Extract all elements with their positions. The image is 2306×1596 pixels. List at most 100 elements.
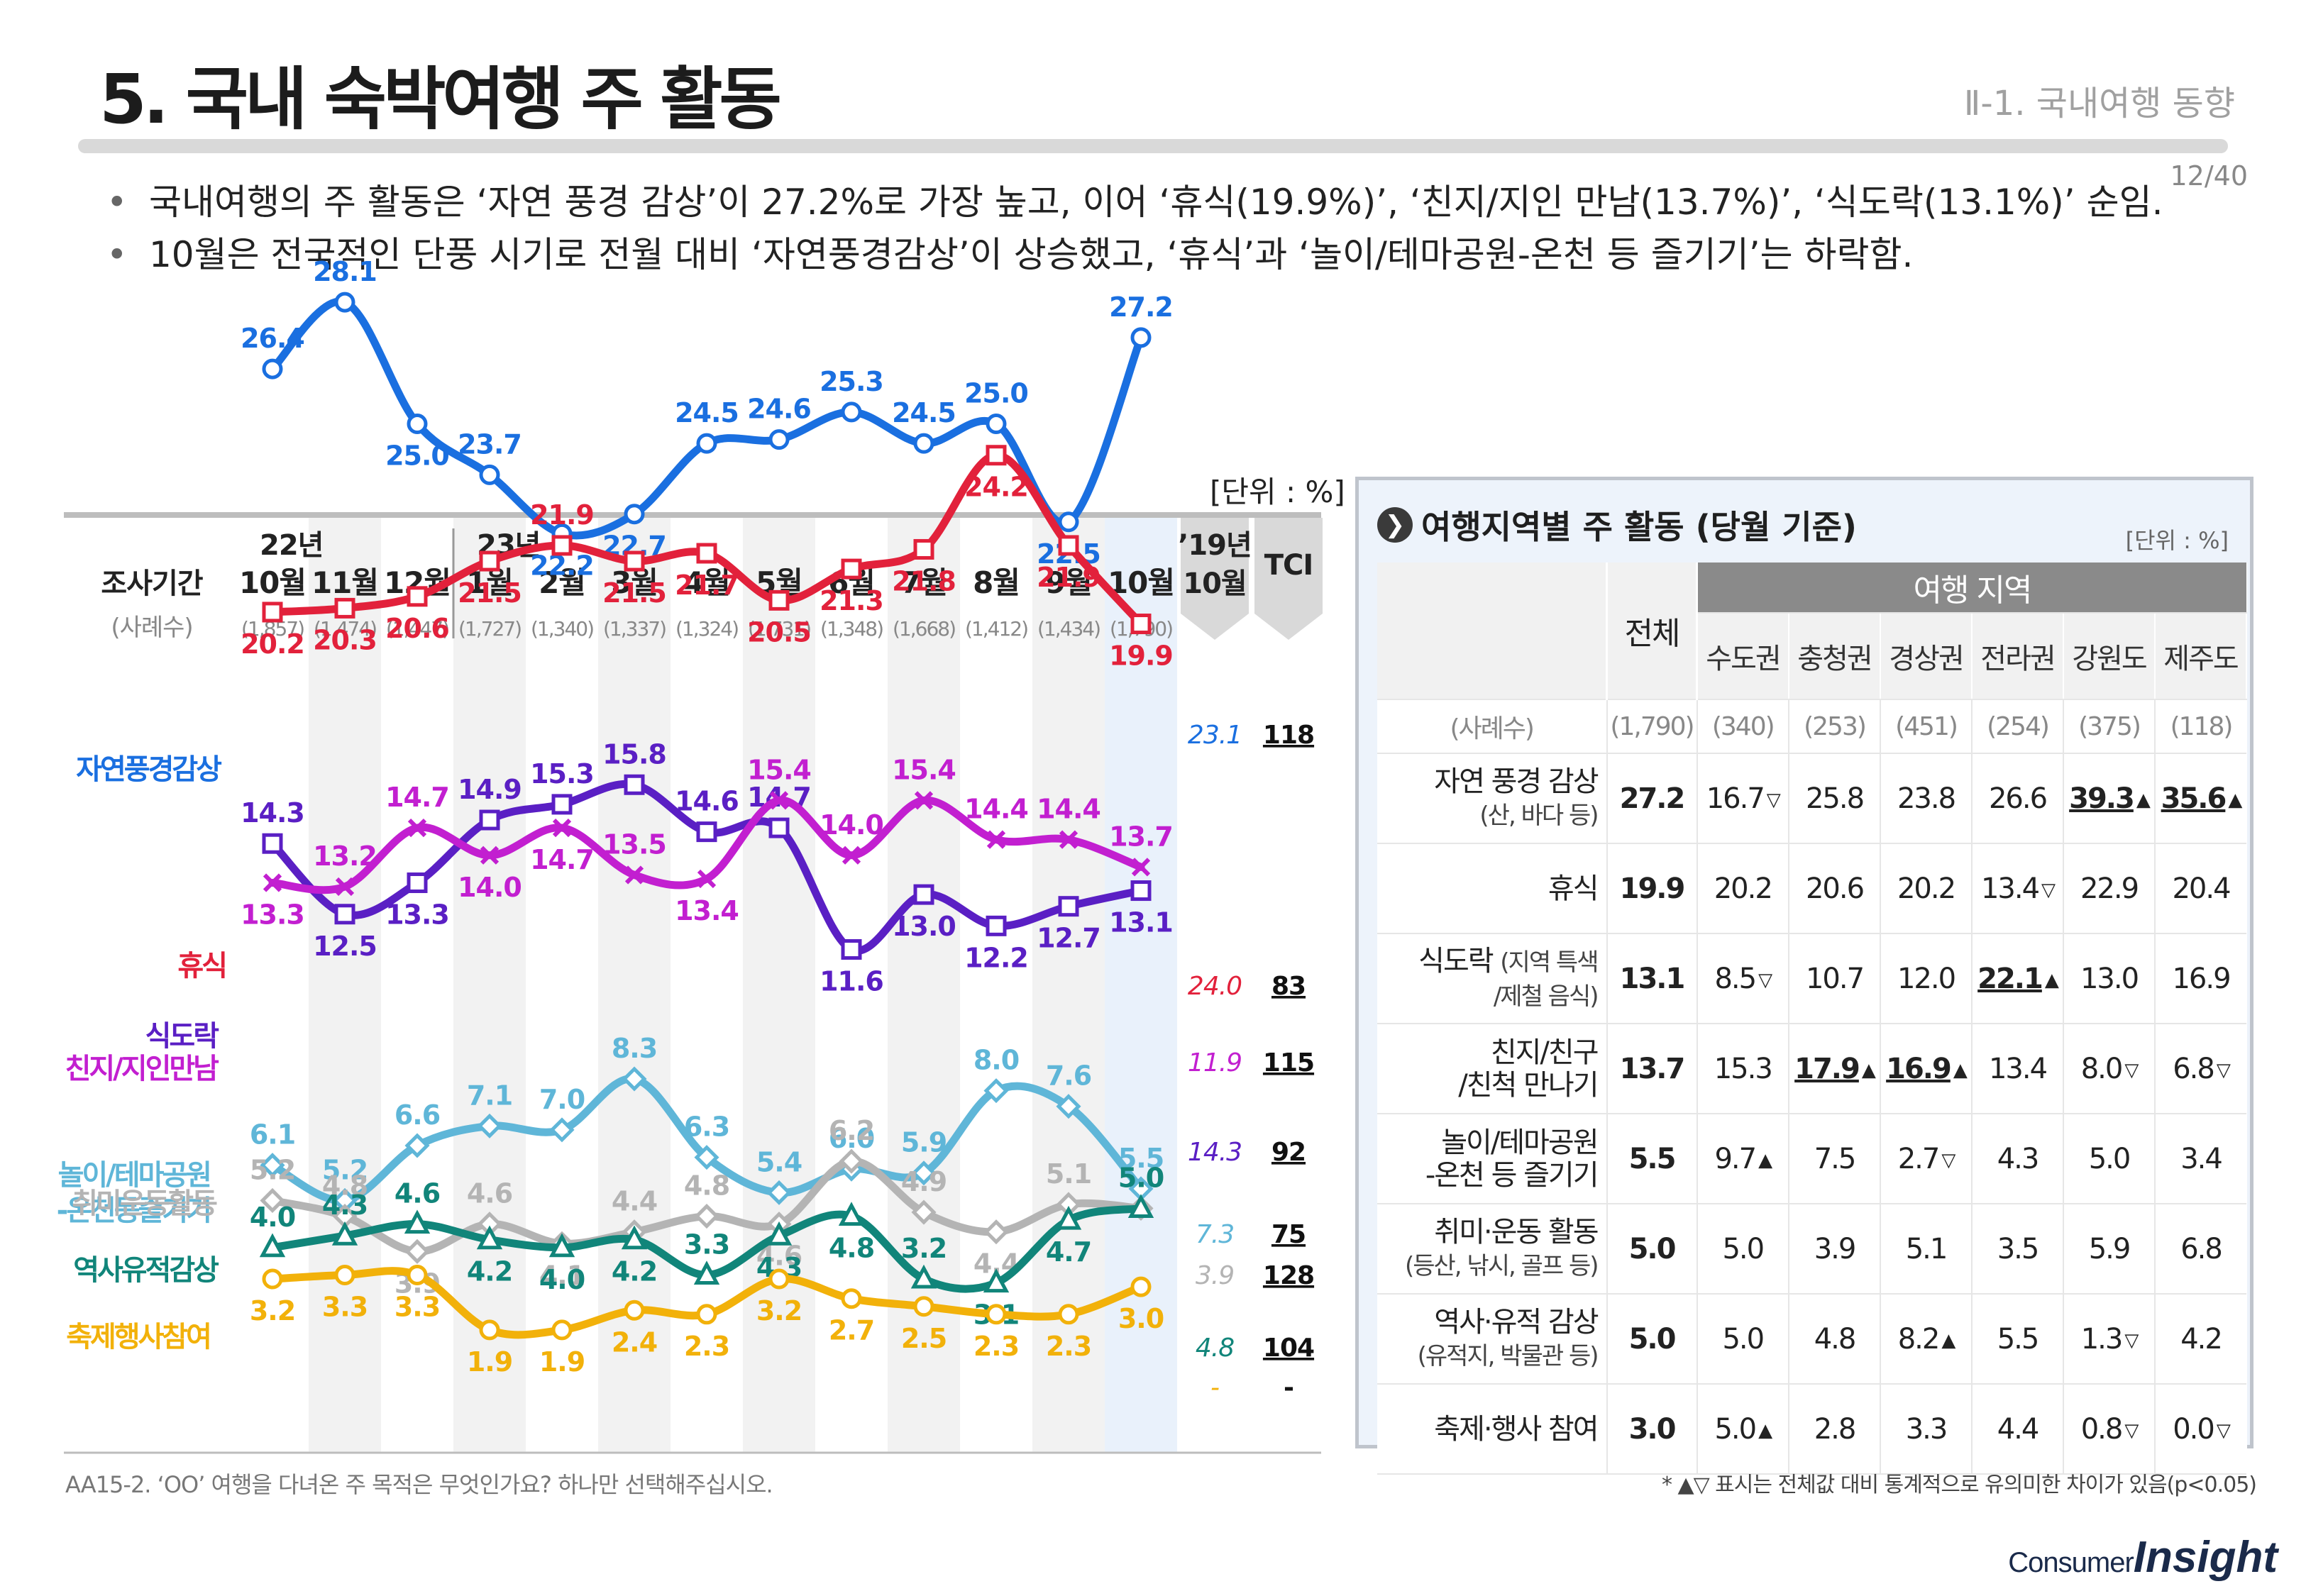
data-label: 12.2: [964, 942, 1028, 973]
region-value: 4.4: [1971, 1384, 2063, 1475]
data-label: 5.4: [756, 1146, 802, 1177]
data-point: [260, 1153, 285, 1178]
data-label: 14.0: [820, 809, 883, 841]
compare-header: ’19년: [1178, 529, 1252, 562]
data-label: 2.5: [901, 1323, 947, 1354]
data-point: [768, 1268, 790, 1290]
data-label: 21.7: [675, 570, 739, 601]
sample-size-label: (사례수): [111, 614, 192, 642]
data-label: 20.3: [313, 624, 377, 655]
region-value: 13.0: [2063, 933, 2155, 1024]
region-value: 5.0: [2063, 1114, 2155, 1204]
region-value: 22.9: [2063, 843, 2155, 934]
data-label: 2.3: [1046, 1331, 1091, 1362]
region-value: 5.1: [1880, 1204, 1972, 1295]
data-label: 2.3: [684, 1331, 729, 1362]
data-point: [1127, 1194, 1154, 1218]
data-point: [407, 872, 428, 894]
region-value: 5.9: [2063, 1204, 2155, 1295]
data-point: [1130, 1276, 1152, 1297]
tci-value: -: [1284, 1373, 1293, 1402]
title-divider: [78, 139, 2228, 153]
total-value: 5.5: [1606, 1114, 1697, 1204]
data-label: 2.7: [829, 1315, 874, 1346]
data-label: 14.4: [964, 794, 1028, 825]
data-point: [262, 1268, 283, 1290]
sample-size-value: (1,731): [748, 617, 810, 641]
row-label: 취미·운동 활동 (등산, 낚시, 골프 등): [1377, 1204, 1607, 1295]
total-value: 27.2: [1606, 753, 1697, 844]
data-label: 3.3: [322, 1292, 368, 1323]
data-point: [259, 1233, 286, 1258]
data-point: [1059, 830, 1078, 849]
data-point: [335, 877, 355, 897]
data-point: [983, 1078, 1009, 1104]
compare-value: 3.9: [1196, 1261, 1234, 1290]
data-label: 3.2: [250, 1295, 295, 1326]
total-value: 19.9: [1606, 843, 1697, 934]
data-point: [766, 1180, 792, 1205]
data-point: [696, 821, 717, 843]
data-point: [694, 1145, 719, 1170]
data-point: [476, 1225, 503, 1250]
data-label: 13.3: [241, 899, 304, 931]
data-point: [841, 1288, 862, 1309]
series-name-label: 자연풍경감상: [76, 753, 222, 786]
data-point: [913, 433, 934, 454]
data-label: 6.2: [829, 1115, 874, 1146]
data-point: [696, 543, 717, 564]
region-value: 4.8: [1788, 1294, 1880, 1385]
column-stripe: [743, 518, 815, 1453]
data-label: 8.3: [612, 1033, 657, 1064]
region-value: 4.3: [1971, 1114, 2063, 1204]
data-point: [839, 1148, 864, 1174]
region-table-unit: [단위 : %]: [2125, 527, 2229, 554]
region-group-header: 여행 지역: [1697, 563, 2246, 614]
x-tick-label: 9월: [1045, 565, 1092, 600]
region-value: 3.3: [1880, 1384, 1972, 1475]
data-point: [697, 869, 717, 889]
series-name-label: 휴식: [177, 950, 226, 982]
data-label: 1.9: [467, 1346, 512, 1378]
data-point: [841, 939, 862, 960]
region-table-title: ❯ 여행지역별 주 활동 (당월 기준): [1377, 501, 1857, 548]
data-label: 25.0: [964, 378, 1028, 409]
data-label: 3.2: [756, 1295, 802, 1326]
tci-value: 115: [1263, 1048, 1314, 1077]
data-point: [1130, 327, 1152, 348]
data-point: [404, 1238, 430, 1264]
data-point: [407, 1265, 428, 1286]
summary-bullets: 국내여행의 주 활동은 ‘자연 풍경 감상’이 27.2%로 가장 높고, 이어…: [106, 176, 2164, 281]
data-label: 4.3: [322, 1190, 368, 1221]
data-label: 14.7: [385, 782, 449, 813]
data-label: 13.2: [313, 841, 377, 872]
region-value: 3.4: [2154, 1114, 2246, 1204]
data-point: [986, 414, 1007, 434]
region-value: 35.6 ▲: [2154, 753, 2246, 844]
region-value: 20.2: [1880, 843, 1972, 934]
data-label: 14.0: [458, 872, 522, 903]
row-label: 자연 풍경 감상 (산, 바다 등): [1377, 753, 1607, 844]
region-header: 충청권: [1789, 613, 1881, 700]
data-point: [913, 1296, 934, 1317]
compare-value: 11.9: [1188, 1048, 1242, 1077]
region-header: 수도권: [1697, 613, 1789, 700]
data-point: [1058, 1304, 1079, 1325]
region-value: 13.4 ▽: [1971, 843, 2063, 934]
region-value: 16.9 ▲: [1880, 1024, 1972, 1114]
data-point: [1058, 896, 1079, 917]
data-label: 5.2: [250, 1154, 295, 1185]
data-label: 3.3: [395, 1292, 440, 1323]
data-point: [693, 1260, 720, 1285]
data-point: [983, 1219, 1009, 1245]
region-value: 26.6: [1971, 753, 2063, 844]
data-point: [624, 504, 645, 525]
region-value: 9.7 ▲: [1696, 1114, 1789, 1204]
region-value: 20.6: [1788, 843, 1880, 934]
table-row: 축제·행사 참여 3.0 5.0 ▲ 2.8 3.3 4.4 0.8 ▽ 0.0 ▽: [1377, 1384, 2246, 1475]
data-point: [983, 1268, 1010, 1293]
data-point: [334, 1265, 355, 1286]
series-name-label: 역사유적감상: [73, 1254, 219, 1287]
region-activity-panel: ❯ 여행지역별 주 활동 (당월 기준) [단위 : %] 전체 여행 지역 수도…: [1355, 477, 2253, 1475]
page-title: 5. 국내 숙박여행 주 활동: [99, 60, 782, 139]
